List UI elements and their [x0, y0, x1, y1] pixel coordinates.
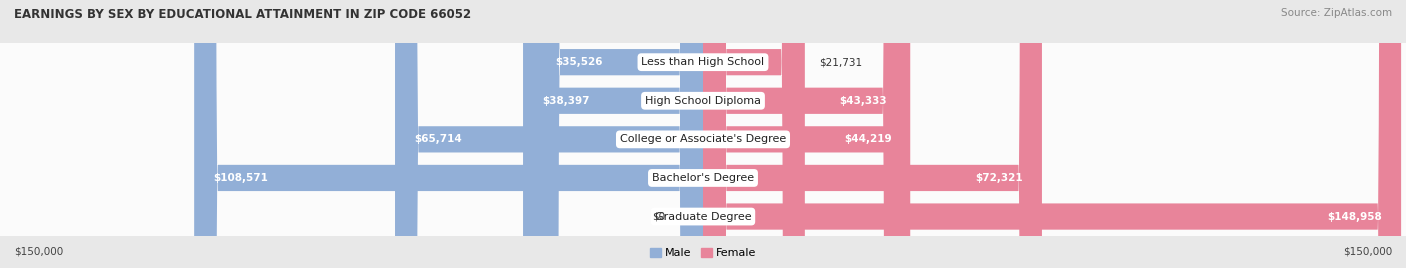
- Text: Bachelor's Degree: Bachelor's Degree: [652, 173, 754, 183]
- FancyBboxPatch shape: [0, 43, 1406, 81]
- FancyBboxPatch shape: [703, 0, 905, 268]
- Text: $44,219: $44,219: [844, 134, 891, 144]
- Text: $150,000: $150,000: [14, 247, 63, 256]
- FancyBboxPatch shape: [194, 0, 703, 268]
- Text: $38,397: $38,397: [541, 96, 589, 106]
- Text: $108,571: $108,571: [212, 173, 267, 183]
- Text: $150,000: $150,000: [1343, 247, 1392, 256]
- Text: College or Associate's Degree: College or Associate's Degree: [620, 134, 786, 144]
- Text: Source: ZipAtlas.com: Source: ZipAtlas.com: [1281, 8, 1392, 18]
- FancyBboxPatch shape: [537, 0, 703, 268]
- Text: $0: $0: [652, 211, 665, 222]
- Text: $65,714: $65,714: [413, 134, 461, 144]
- FancyBboxPatch shape: [0, 81, 1406, 120]
- Text: $21,731: $21,731: [818, 57, 862, 67]
- FancyBboxPatch shape: [523, 0, 703, 268]
- FancyBboxPatch shape: [395, 0, 703, 268]
- FancyBboxPatch shape: [0, 197, 1406, 236]
- Text: $148,958: $148,958: [1327, 211, 1382, 222]
- FancyBboxPatch shape: [703, 0, 1042, 268]
- FancyBboxPatch shape: [703, 0, 804, 268]
- Text: EARNINGS BY SEX BY EDUCATIONAL ATTAINMENT IN ZIP CODE 66052: EARNINGS BY SEX BY EDUCATIONAL ATTAINMEN…: [14, 8, 471, 21]
- Text: Less than High School: Less than High School: [641, 57, 765, 67]
- FancyBboxPatch shape: [703, 0, 1402, 268]
- FancyBboxPatch shape: [0, 159, 1406, 197]
- Text: $43,333: $43,333: [839, 96, 887, 106]
- FancyBboxPatch shape: [703, 0, 910, 268]
- Text: $35,526: $35,526: [555, 57, 603, 67]
- FancyBboxPatch shape: [0, 120, 1406, 159]
- Text: High School Diploma: High School Diploma: [645, 96, 761, 106]
- Text: Graduate Degree: Graduate Degree: [655, 211, 751, 222]
- Text: $72,321: $72,321: [976, 173, 1024, 183]
- Legend: Male, Female: Male, Female: [645, 243, 761, 262]
